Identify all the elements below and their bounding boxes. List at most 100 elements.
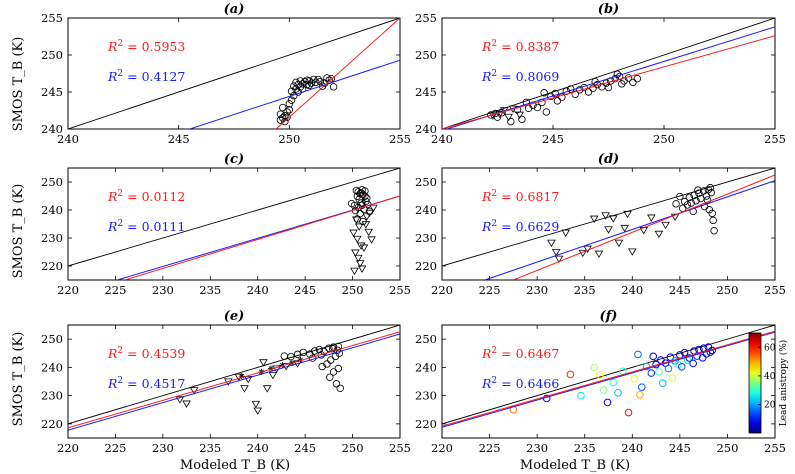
- triangle-point: [243, 375, 253, 384]
- circle-point: [507, 117, 515, 126]
- colorbar-tick-label: 20: [764, 400, 776, 410]
- triangle-point: [623, 210, 632, 219]
- triangle-point: [608, 215, 618, 223]
- x-tick-label: 240: [247, 441, 269, 455]
- colored-point: [596, 370, 604, 379]
- circle-point: [314, 75, 322, 84]
- x-tick-label: 245: [294, 283, 316, 297]
- triangle-point: [601, 212, 610, 220]
- panel-c: 220 225 230 235 240 245 250 255 220 230 240 250 (c) R…: [41, 152, 411, 297]
- circle-point: [326, 373, 334, 381]
- plot-frame: [67, 167, 401, 281]
- x-tick-label: 245: [168, 132, 190, 146]
- triangle-point: [504, 113, 513, 122]
- y-tick-label: 240: [415, 122, 437, 136]
- circle-point: [280, 352, 288, 360]
- colored-point: [614, 389, 622, 397]
- x-tick-label: 245: [542, 132, 564, 146]
- triangle-point: [365, 209, 374, 218]
- colorbar-tick-label: 40: [764, 372, 776, 382]
- plot-frame: [441, 167, 776, 281]
- y-tick-label: 245: [415, 85, 437, 99]
- circle-point: [318, 82, 327, 90]
- r2-red-annotation: R2 = 0.6467: [481, 346, 559, 361]
- fit-line-red: [442, 330, 775, 427]
- circle-point: [317, 351, 325, 359]
- triangle-point: [355, 260, 365, 268]
- panel-title: (b): [598, 2, 619, 17]
- triangle-point: [361, 221, 371, 229]
- x-tick-label: 225: [479, 283, 501, 297]
- colored-point: [638, 383, 646, 391]
- colored-point: [636, 390, 644, 399]
- circle-point: [325, 344, 333, 352]
- panel-f: 220 225 230 235 240 245 250 255 220 230 240 250 (f) R…: [415, 309, 786, 455]
- triangle-point: [259, 359, 268, 367]
- fit-line-blue: [484, 180, 775, 280]
- panel-title: (c): [224, 152, 244, 167]
- plot-area: [68, 168, 400, 280]
- y-tick-label: 220: [415, 417, 437, 431]
- triangle-point: [352, 216, 361, 224]
- colorbar-gradient: [748, 332, 762, 434]
- y-tick-label: 220: [41, 417, 63, 431]
- triangle-point: [647, 214, 656, 222]
- x-tick-label: 255: [764, 441, 786, 455]
- triangle-point: [251, 400, 261, 409]
- circle-point: [611, 74, 619, 83]
- fit-line-red: [124, 195, 400, 280]
- fit-line-red: [68, 331, 400, 429]
- panel-title: (e): [224, 309, 245, 324]
- circle-point: [305, 81, 313, 90]
- x-tick-label: 225: [479, 441, 501, 455]
- circle-point: [276, 110, 285, 118]
- x-tick-label: 245: [294, 441, 316, 455]
- colored-point: [599, 386, 608, 394]
- one-to-one-line: [68, 18, 400, 129]
- y-tick-label: 240: [415, 360, 437, 374]
- circle-point: [542, 108, 551, 116]
- x-tick-label: 220: [57, 441, 79, 455]
- triangle-point: [351, 249, 360, 257]
- colored-point: [658, 379, 667, 387]
- r2-red-annotation: R2 = 0.0112: [107, 189, 185, 204]
- circle-point: [327, 356, 335, 364]
- colored-point: [566, 370, 575, 379]
- colored-point: [590, 363, 599, 372]
- x-tick-label: 225: [104, 441, 126, 455]
- circle-point: [315, 345, 324, 354]
- x-tick-label: 240: [57, 132, 79, 146]
- colored-point: [624, 408, 633, 417]
- colored-point: [630, 374, 638, 383]
- circle-point: [692, 197, 700, 205]
- colored-point: [706, 348, 715, 356]
- circle-point: [347, 199, 356, 208]
- one-to-one-line: [442, 325, 775, 425]
- circle-point: [336, 384, 344, 392]
- triangle-point: [561, 229, 570, 237]
- x-tick-label: 220: [431, 441, 453, 455]
- triangle-point: [262, 385, 272, 393]
- fit-line-red: [275, 18, 400, 129]
- circle-point: [672, 200, 680, 208]
- circle-point: [553, 97, 562, 105]
- circle-point: [332, 380, 341, 388]
- circle-point: [281, 117, 289, 126]
- triangle-point: [175, 396, 185, 404]
- x-tick-label: 245: [669, 441, 691, 455]
- fit-line-blue: [442, 331, 775, 428]
- triangle-point: [349, 229, 358, 237]
- circle-point: [278, 103, 287, 112]
- x-tick-label: 250: [342, 283, 364, 297]
- r2-red-annotation: R2 = 0.6817: [481, 189, 559, 204]
- y-tick-label: 240: [41, 203, 63, 217]
- r2-red-annotation: R2 = 0.4539: [107, 346, 185, 361]
- x-tick-label: 235: [574, 283, 596, 297]
- x-tick-label: 250: [716, 441, 738, 455]
- triangle-point: [620, 224, 629, 233]
- x-tick-label: 230: [152, 441, 174, 455]
- circle-point: [694, 186, 702, 194]
- circle-point: [294, 80, 302, 89]
- triangle-point: [268, 372, 278, 380]
- circle-point: [710, 227, 718, 235]
